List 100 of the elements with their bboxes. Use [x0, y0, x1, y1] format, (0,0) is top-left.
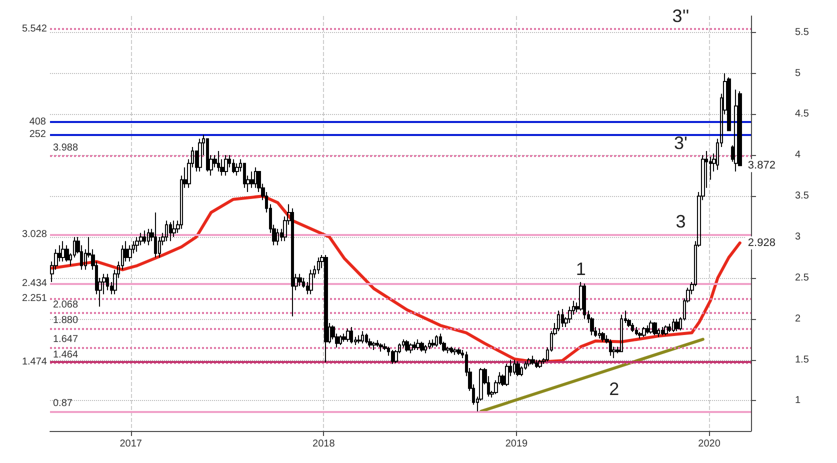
ref-line-label: 1.464 [53, 350, 78, 361]
x-tick-label: 2018 [312, 438, 336, 450]
annotation: 1 [576, 259, 586, 280]
y-tick-label: 2.5 [795, 272, 810, 284]
candlestick [365, 333, 368, 344]
candlestick [531, 355, 535, 366]
candlestick [520, 366, 523, 377]
candlestick [143, 230, 146, 244]
candlestick [661, 326, 664, 336]
candlestick [147, 228, 150, 246]
candlestick [653, 322, 657, 336]
candlestick [535, 359, 538, 368]
annotation: 3.872 [748, 160, 776, 172]
ref-line-label: 2.068 [53, 300, 78, 311]
candlestick [631, 322, 634, 332]
candlestick [598, 328, 601, 340]
candlestick [413, 341, 416, 350]
candlestick [65, 244, 69, 262]
candlestick [250, 171, 254, 188]
annotation: 252 [29, 129, 46, 140]
candlestick [638, 331, 642, 340]
candlestick [350, 326, 353, 344]
candlestick [527, 358, 531, 367]
annotation: 3 [676, 212, 686, 232]
candlestick [635, 326, 638, 336]
x-tick-label: 2020 [698, 438, 721, 450]
candlestick [734, 89, 738, 172]
candlestick [291, 208, 294, 317]
candlestick [609, 338, 612, 356]
ref-line-label: 1.474 [22, 356, 48, 368]
ref-line-label: 5.542 [22, 24, 48, 35]
candlestick [672, 318, 675, 332]
candlestick [224, 154, 228, 176]
candlestick [61, 240, 65, 262]
y-tick-label: 5 [795, 68, 801, 79]
ref-line-label: 1.647 [53, 334, 78, 346]
candlestick [561, 308, 564, 328]
candlestick [420, 341, 424, 352]
annotation: 2.928 [748, 236, 776, 249]
candlestick [276, 228, 279, 246]
candlestick [346, 328, 350, 342]
candlestick [646, 324, 649, 334]
x-tick-label: 2017 [120, 438, 142, 450]
candlestick [379, 342, 383, 352]
candlestick [254, 166, 257, 188]
y-tick-label: 2 [795, 313, 801, 324]
candlestick [243, 162, 246, 188]
candlestick [450, 346, 453, 354]
candlestick [232, 158, 235, 174]
candlestick [435, 334, 438, 348]
candlestick [416, 338, 420, 350]
candlestick [198, 138, 202, 172]
candlestick [128, 244, 132, 262]
candlestick [409, 342, 413, 354]
y-tick-label: 3.5 [795, 190, 810, 202]
candlestick [505, 363, 509, 386]
candlestick [620, 314, 623, 352]
candlestick [513, 359, 516, 376]
ref-line-label: 3.988 [53, 142, 78, 154]
candlestick [457, 348, 461, 356]
line-series [50, 194, 742, 364]
candlestick [357, 334, 361, 344]
candlestick [154, 212, 157, 258]
candlestick [557, 310, 560, 332]
annotation: 3'' [672, 6, 690, 26]
candlestick [135, 236, 139, 252]
candlestick [106, 273, 109, 291]
candlestick [538, 359, 542, 368]
candlestick [339, 334, 342, 346]
candlestick [169, 222, 172, 242]
candlestick [453, 348, 457, 356]
annotation: 408 [29, 116, 46, 128]
candlestick [601, 331, 605, 342]
candlestick [649, 320, 653, 334]
ref-line-label: 0.87 [53, 398, 73, 409]
candlestick [165, 220, 168, 242]
candlestick [675, 318, 679, 332]
candlestick [431, 338, 435, 348]
y-tick-label: 4 [795, 150, 801, 161]
annotation: 2 [609, 379, 620, 400]
candlestick [324, 254, 328, 363]
candlestick [309, 269, 313, 295]
y-tick-label: 1 [795, 395, 801, 406]
y-tick-label: 4.5 [795, 108, 810, 120]
candlestick [206, 138, 209, 172]
candlestick [446, 346, 450, 354]
candlestick [172, 220, 176, 238]
candlestick [668, 323, 671, 332]
ref-line-label: 3.028 [22, 229, 48, 240]
y-tick-label: 5.5 [795, 26, 810, 38]
candlestick [391, 349, 394, 364]
y-tick-label: 1.5 [795, 354, 810, 366]
ref-line-label: 2.434 [22, 278, 48, 290]
candlestick [376, 340, 379, 348]
candlestick [372, 341, 376, 350]
candlestick [664, 324, 668, 336]
ref-line-label: 1.880 [53, 315, 78, 326]
candlestick [405, 340, 409, 352]
candlestick [428, 340, 431, 350]
annotation: 3' [674, 133, 688, 154]
